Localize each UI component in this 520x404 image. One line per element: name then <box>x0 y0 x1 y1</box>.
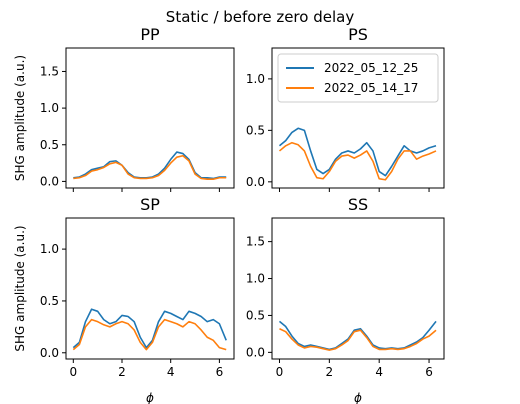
x-tick-label: 2 <box>326 365 334 379</box>
series-line-2 <box>73 154 227 180</box>
series-line-2 <box>278 141 437 181</box>
y-tick-label: 0.0 <box>40 174 59 188</box>
x-axis-label: ϕ <box>354 391 362 404</box>
x-tick-label: 6 <box>216 365 224 379</box>
y-tick-label: 1.0 <box>40 101 59 115</box>
x-axis-label: ϕ <box>146 391 154 404</box>
y-axis-label: SHG amplitude (a.u.) <box>13 225 27 351</box>
panel-title: PS <box>348 25 368 44</box>
panel-pp: PP 0.0 0.5 1.0 1.5 SHG amplitude (a.u.) <box>13 25 235 192</box>
y-tick-label: 0.0 <box>246 345 265 359</box>
y-tick-label: 1.5 <box>246 235 265 249</box>
panel-title: SP <box>140 195 160 214</box>
x-tick-label: 4 <box>375 365 383 379</box>
panel-title: PP <box>140 25 160 44</box>
panel-ss: SS 0.0 0.5 1.0 1.5 0 2 4 6 ϕ <box>246 195 445 404</box>
figure-suptitle: Static / before zero delay <box>166 8 355 26</box>
axes-frame <box>65 217 235 360</box>
axes-frame <box>271 47 445 189</box>
y-tick-label: 0.0 <box>40 346 59 360</box>
axes-frame <box>65 47 235 189</box>
axes-frame <box>271 217 445 360</box>
series-line-1 <box>72 308 227 349</box>
panel-sp: SP 0.0 0.5 1.0 0 2 4 6 SHG amplitude (a.u.) ϕ <box>13 195 235 404</box>
series-line-1 <box>278 320 437 351</box>
panel-title: SS <box>348 195 368 214</box>
legend: 2022_05_12_25 2022_05_14_17 <box>277 53 439 103</box>
series-line-1 <box>73 151 227 180</box>
series-line-2 <box>72 318 227 351</box>
panel-ps: PS 0.0 0.5 1.0 2022_05_12_25 2022_05_14_17 <box>246 25 445 192</box>
y-tick-label: 0.5 <box>246 123 265 137</box>
y-tick-label: 1.5 <box>40 64 59 78</box>
x-tick-label: 6 <box>425 365 433 379</box>
x-tick-label: 4 <box>167 365 175 379</box>
y-tick-label: 1.0 <box>246 72 265 86</box>
y-tick-label: 1.0 <box>40 242 59 256</box>
series-line-2 <box>279 328 437 351</box>
x-tick-label: 2 <box>118 365 126 379</box>
y-tick-label: 0.5 <box>246 308 265 322</box>
x-tick-label: 0 <box>69 365 77 379</box>
legend-box <box>277 53 439 103</box>
series-line-1 <box>278 127 437 177</box>
y-tick-label: 0.0 <box>246 175 265 189</box>
panels-group: PP 0.0 0.5 1.0 1.5 SHG amplitude (a.u.) PS 0.0 0… <box>13 25 445 404</box>
y-tick-label: 1.0 <box>246 272 265 286</box>
y-tick-label: 0.5 <box>40 294 59 308</box>
legend-entry-label: 2022_05_12_25 <box>324 61 418 75</box>
legend-entry-label: 2022_05_14_17 <box>324 81 418 95</box>
y-axis-label: SHG amplitude (a.u.) <box>13 55 27 181</box>
y-tick-label: 0.5 <box>40 138 59 152</box>
x-tick-label: 0 <box>276 365 284 379</box>
